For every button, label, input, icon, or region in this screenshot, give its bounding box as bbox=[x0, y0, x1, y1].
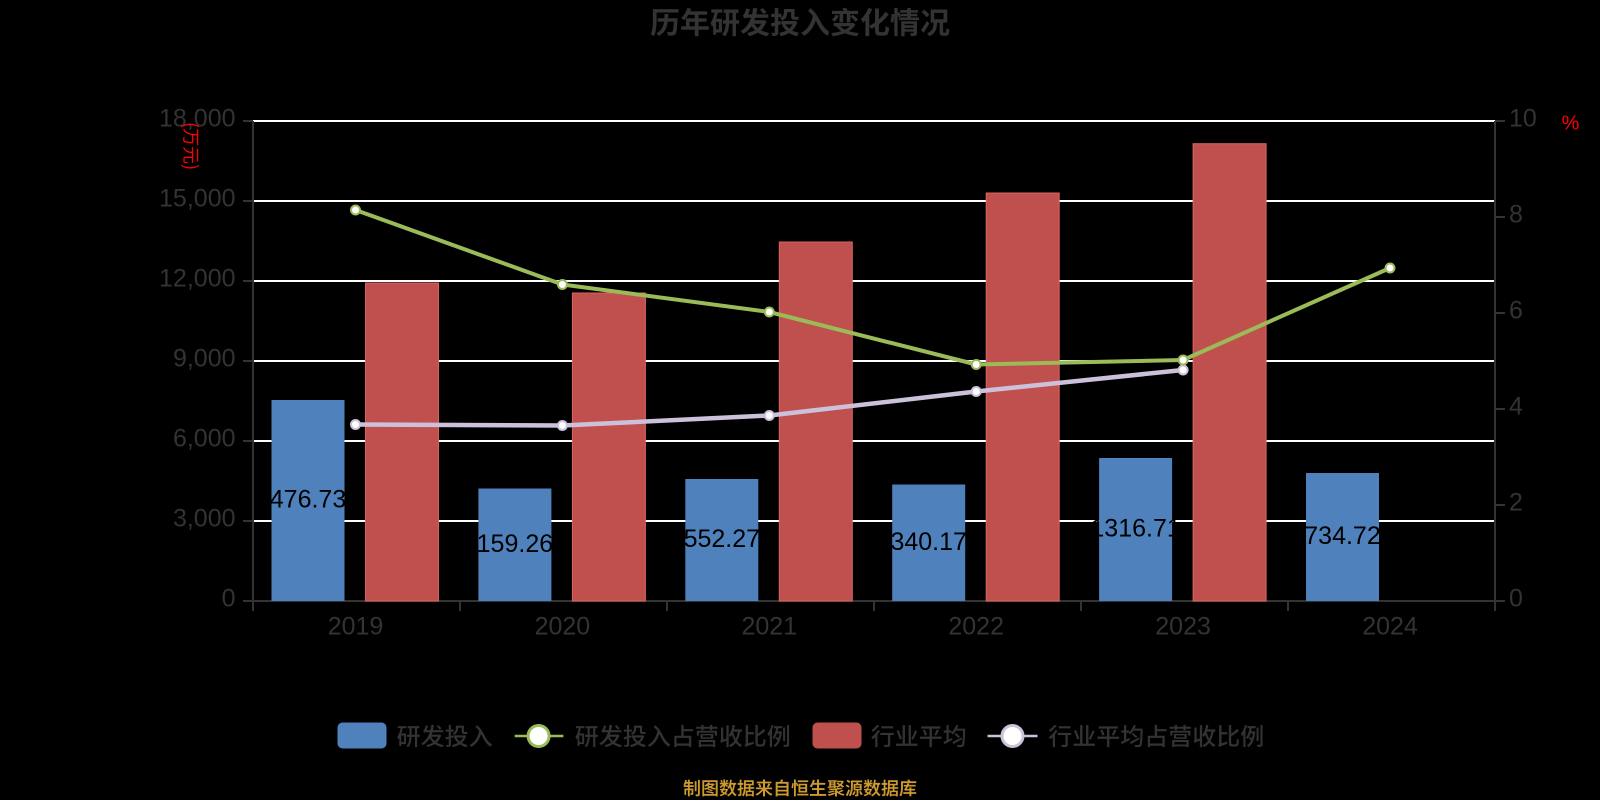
svg-text:2023: 2023 bbox=[1155, 613, 1211, 641]
svg-text:3,000: 3,000 bbox=[173, 505, 236, 533]
svg-text:6: 6 bbox=[1509, 297, 1523, 325]
svg-text:10: 10 bbox=[1509, 105, 1537, 133]
svg-text:2024: 2024 bbox=[1362, 613, 1418, 641]
svg-text:8: 8 bbox=[1509, 201, 1523, 229]
svg-text:2022: 2022 bbox=[948, 613, 1004, 641]
svg-text:18,000: 18,000 bbox=[159, 105, 235, 133]
svg-text:2019: 2019 bbox=[328, 613, 384, 641]
svg-text:340.17: 340.17 bbox=[890, 528, 966, 556]
svg-text:1316.71: 1316.71 bbox=[1090, 515, 1180, 543]
svg-text:2021: 2021 bbox=[741, 613, 797, 641]
svg-text:%: % bbox=[1562, 113, 1580, 135]
svg-text:476.73: 476.73 bbox=[270, 486, 346, 514]
svg-text:4: 4 bbox=[1509, 393, 1523, 421]
svg-text:2020: 2020 bbox=[535, 613, 591, 641]
svg-text:0: 0 bbox=[1509, 585, 1523, 613]
svg-text:12,000: 12,000 bbox=[159, 265, 235, 293]
svg-text:0: 0 bbox=[222, 585, 236, 613]
svg-text:2: 2 bbox=[1509, 489, 1523, 517]
svg-text:9,000: 9,000 bbox=[173, 345, 236, 373]
svg-text:6,000: 6,000 bbox=[173, 425, 236, 453]
svg-text:734.72: 734.72 bbox=[1304, 522, 1380, 550]
svg-text:552.27: 552.27 bbox=[684, 525, 760, 553]
svg-text:15,000: 15,000 bbox=[159, 185, 235, 213]
svg-text:159.26: 159.26 bbox=[477, 530, 553, 558]
